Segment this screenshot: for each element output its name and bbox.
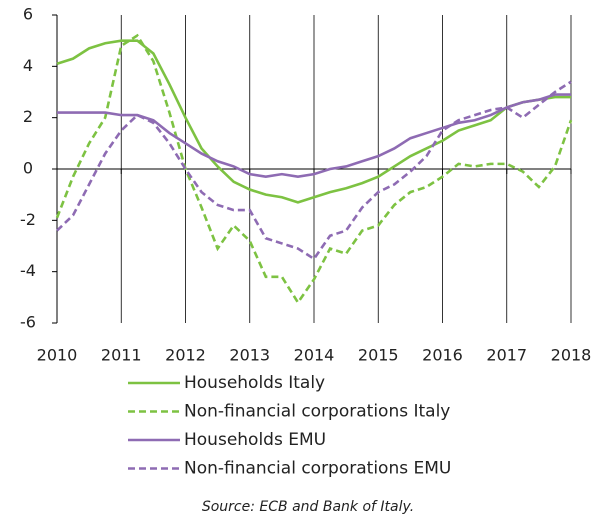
legend-label: Households EMU [184, 430, 326, 450]
x-tick-label: 2015 [358, 346, 399, 365]
series-line [56, 80, 572, 261]
y-tick-label: -6 [20, 313, 36, 332]
y-tick-label: -2 [20, 210, 36, 229]
x-tick-label: 2010 [37, 346, 78, 365]
legend-label: Households Italy [184, 373, 325, 393]
y-tick-label: 0 [23, 159, 33, 178]
x-tick-label: 2018 [551, 346, 592, 365]
y-tick-label: -4 [20, 261, 36, 280]
series-line [55, 33, 573, 305]
legend-label: Non-financial corporations Italy [184, 402, 450, 422]
x-tick-label: 2017 [486, 346, 527, 365]
y-tick-label: 2 [23, 107, 33, 126]
x-tick-label: 2013 [229, 346, 270, 365]
y-tick-label: 6 [23, 5, 33, 24]
source-note: Source: ECB and Bank of Italy. [202, 499, 414, 515]
x-tick-label: 2011 [101, 346, 142, 365]
y-tick-label: 4 [23, 56, 33, 75]
x-tick-label: 2016 [422, 346, 463, 365]
legend-label: Non-financial corporations EMU [184, 459, 451, 479]
x-tick-label: 2014 [294, 346, 335, 365]
x-tick-label: 2012 [165, 346, 206, 365]
